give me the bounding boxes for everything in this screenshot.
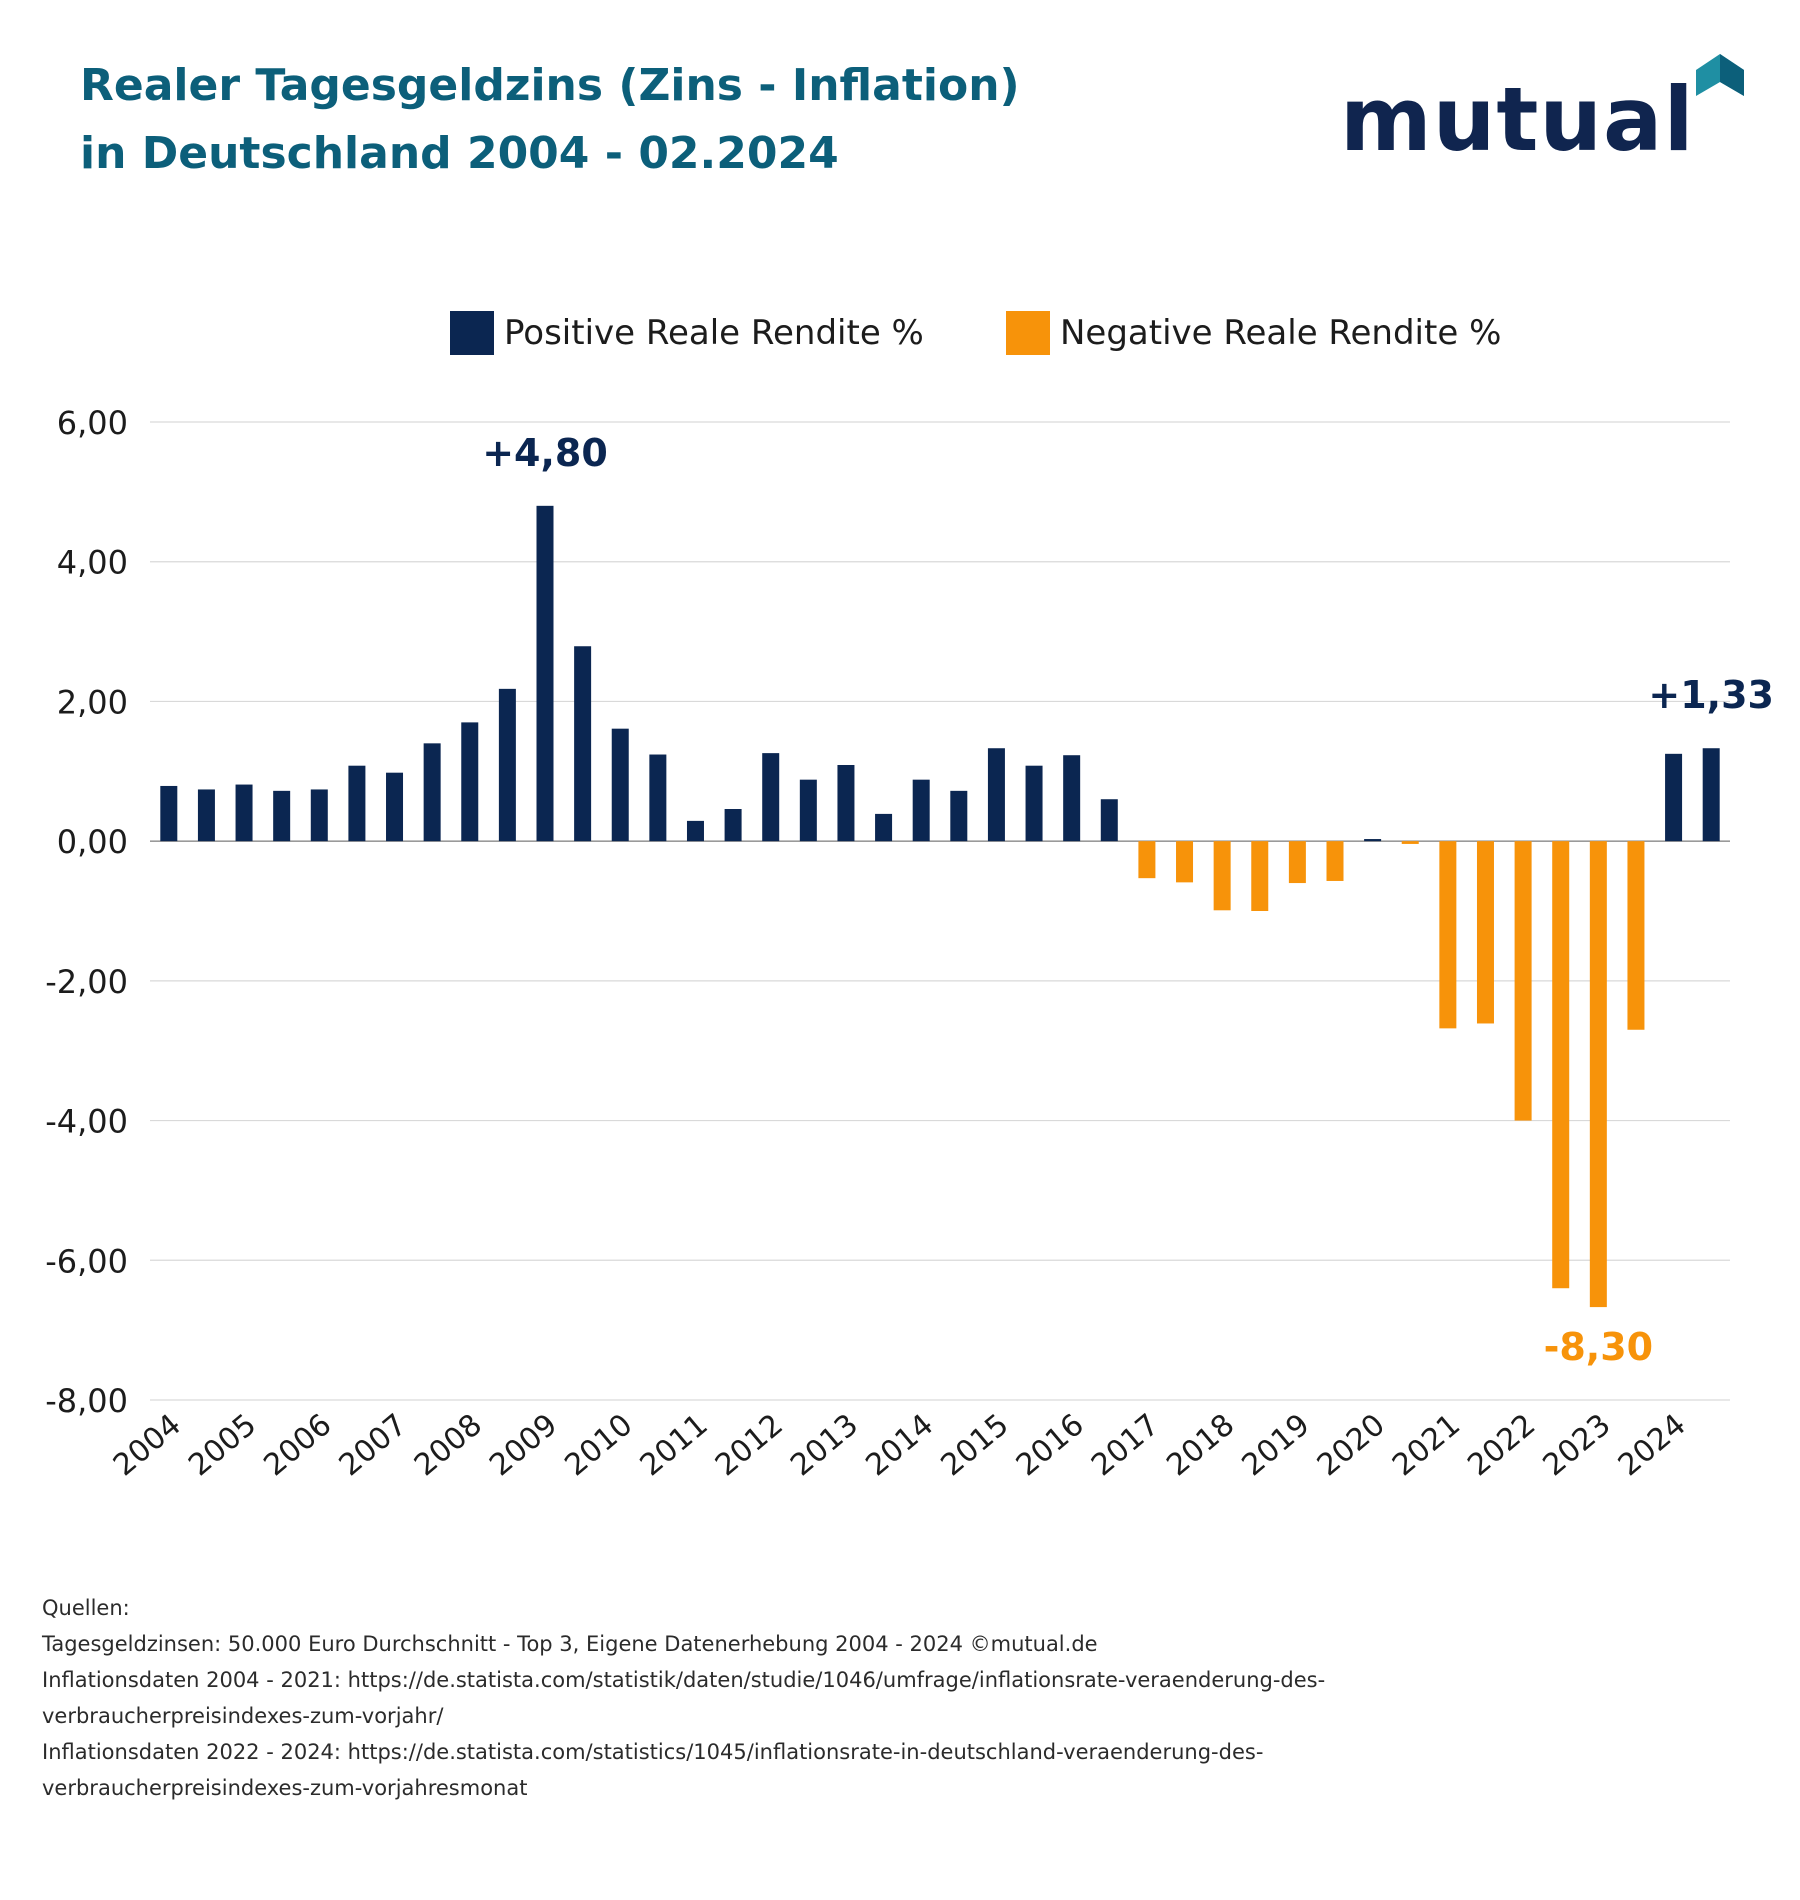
x-tick-label: 2011 [634,1407,715,1483]
bar-chart: 6,004,002,000,00-2,00-4,00-6,00-8,002004… [45,404,1774,1483]
data-label: +4,80 [482,431,608,475]
x-tick-label: 2023 [1536,1407,1617,1483]
bar-positive [536,505,554,842]
bar-negative [1288,841,1306,884]
bar-positive [649,754,667,842]
bar-positive [386,772,404,842]
x-tick-label: 2010 [558,1407,639,1483]
x-tick-label: 2008 [408,1407,489,1483]
chart-legend: Positive Reale Rendite % Negative Reale … [0,308,1800,358]
bar-negative [1476,841,1494,1024]
legend-swatch-positive [450,311,494,355]
y-tick-label: 6,00 [57,404,128,442]
bar-negative [1213,841,1231,911]
x-tick-label: 2009 [483,1407,564,1483]
bar-positive [762,753,780,842]
source-line-5: verbraucherpreisindexes-zum-vorjahresmon… [42,1776,528,1800]
bar-positive [987,748,1005,842]
chart-title-line-2: in Deutschland 2004 - 02.2024 [80,128,839,179]
house-roof-logo-icon [1696,54,1744,96]
y-tick-label: 2,00 [57,683,128,721]
bar-negative [1251,841,1269,911]
y-tick-label: 4,00 [57,544,128,582]
source-line-3: verbraucherpreisindexes-zum-vorjahr/ [42,1704,444,1728]
y-tick-label: -4,00 [45,1103,128,1141]
bar-positive [1364,839,1382,842]
bar-positive [160,785,178,842]
x-tick-label: 2013 [784,1407,865,1483]
bar-positive [686,820,704,842]
x-tick-label: 2022 [1461,1407,1542,1483]
bar-positive [498,688,516,842]
sources-block: Quellen: Tagesgeldzinsen: 50.000 Euro Du… [42,1590,1762,1806]
bar-positive [574,646,592,842]
bar-negative [1326,841,1344,881]
chart-title: Realer Tagesgeldzins (Zins - Inflation) … [80,52,1020,188]
data-label: -8,30 [1544,1325,1654,1369]
bar-positive [1063,755,1081,842]
bar-negative [1552,841,1570,1289]
sources-heading: Quellen: [42,1596,130,1620]
bar-positive [799,779,817,842]
bar-positive [235,784,253,842]
x-tick-label: 2007 [333,1407,414,1483]
chart-title-line-1: Realer Tagesgeldzins (Zins - Inflation) [80,60,1020,111]
bar-negative [1401,841,1419,844]
x-tick-label: 2018 [1160,1407,1241,1483]
legend-swatch-negative [1006,311,1050,355]
bar-positive [950,790,968,842]
bar-positive [310,789,328,842]
bar-positive [724,809,742,842]
bar-positive [875,813,893,842]
bar-positive [837,764,855,842]
x-tick-label: 2021 [1386,1407,1467,1483]
x-tick-label: 2024 [1612,1407,1693,1483]
logo-text: mutual [1340,68,1695,171]
x-tick-label: 2015 [935,1407,1016,1483]
bar-positive [1665,753,1683,842]
bar-positive [1100,799,1118,842]
bar-negative [1627,841,1645,1030]
legend-item-positive: Positive Reale Rendite % [450,308,924,358]
bar-positive [273,790,291,842]
y-tick-label: -2,00 [45,963,128,1001]
mutual-logo: mutual [1340,40,1770,170]
x-tick-label: 2005 [182,1407,263,1483]
y-tick-label: 0,00 [57,823,128,861]
bar-positive [611,728,629,842]
source-line-1: Tagesgeldzinsen: 50.000 Euro Durchschnit… [42,1632,1098,1656]
legend-label-positive: Positive Reale Rendite % [504,313,924,353]
bar-positive [461,722,479,842]
bar-positive [348,765,366,842]
x-tick-label: 2016 [1010,1407,1091,1483]
source-line-4: Inflationsdaten 2022 - 2024: https://de.… [42,1740,1264,1764]
x-tick-label: 2020 [1311,1407,1392,1483]
bar-negative [1176,841,1194,883]
data-label: +1,33 [1648,673,1774,717]
y-tick-label: -6,00 [45,1242,128,1280]
bar-positive [197,789,215,842]
legend-label-negative: Negative Reale Rendite % [1060,313,1502,353]
x-tick-label: 2014 [859,1407,940,1483]
x-tick-label: 2006 [257,1407,338,1483]
bar-positive [1702,748,1720,842]
bar-negative [1589,841,1607,1308]
bar-positive [423,743,441,842]
bar-negative [1439,841,1457,1029]
legend-item-negative: Negative Reale Rendite % [1006,308,1501,358]
bar-positive [912,779,930,842]
x-tick-label: 2012 [709,1407,790,1483]
y-tick-label: -8,00 [45,1382,128,1420]
x-tick-label: 2017 [1085,1407,1166,1483]
x-tick-label: 2019 [1236,1407,1317,1483]
bar-positive [1025,765,1043,842]
bar-negative [1514,841,1532,1121]
bar-negative [1138,841,1156,879]
source-line-2: Inflationsdaten 2004 - 2021: https://de.… [42,1668,1326,1692]
